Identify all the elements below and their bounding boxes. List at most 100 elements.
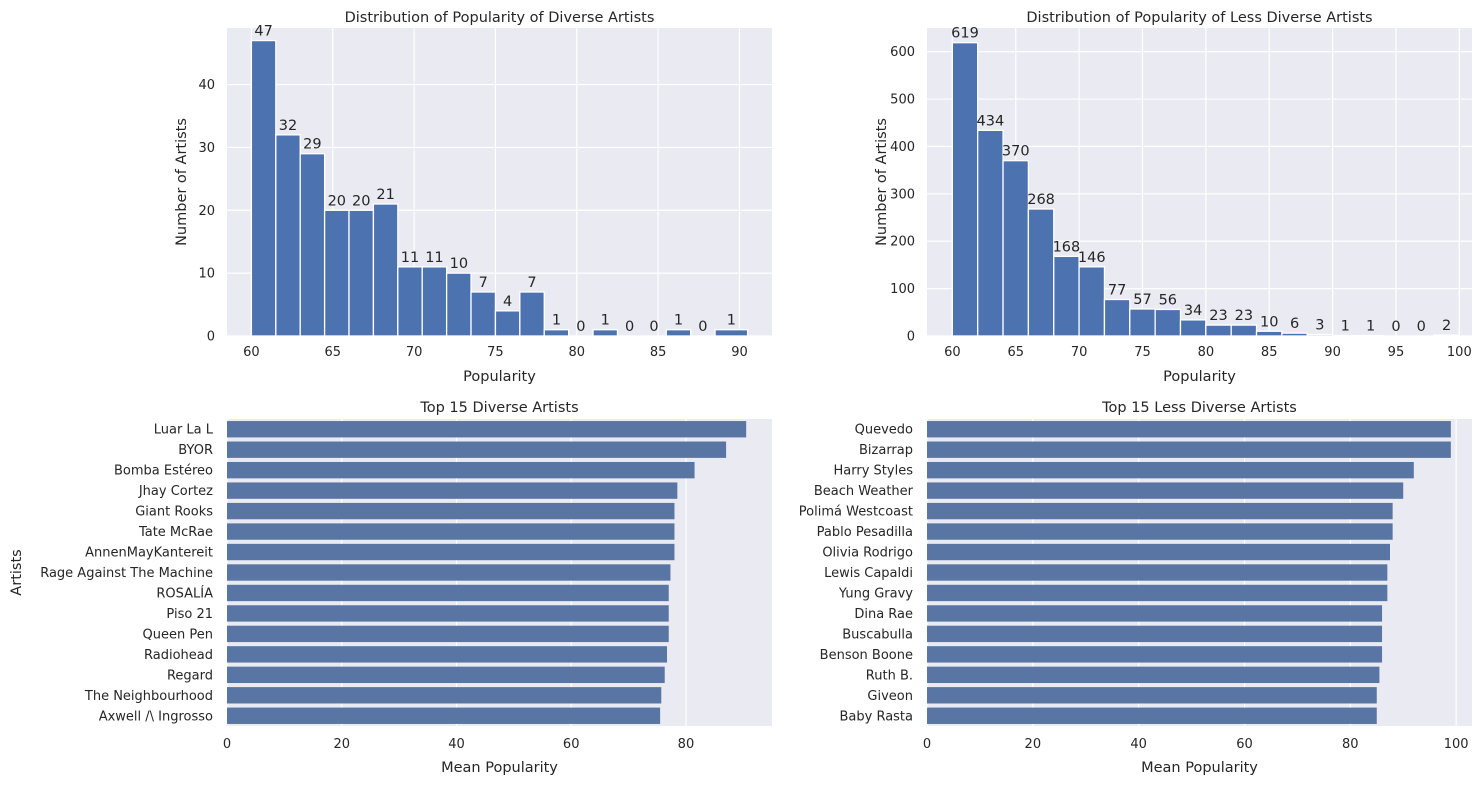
artist-bar (227, 523, 674, 539)
artist-bar (227, 503, 674, 519)
bar-data-label: 1 (727, 313, 736, 329)
histogram-bar (666, 330, 690, 336)
artist-bar (927, 462, 1414, 478)
y-tick-label: 500 (890, 93, 915, 108)
artist-label: The Neighbourhood (84, 689, 213, 704)
y-tick-label: 100 (890, 282, 915, 297)
bar-data-label: 0 (576, 319, 585, 335)
x-tick-label: 65 (1007, 345, 1024, 360)
artist-bar (227, 544, 674, 560)
artist-bar (227, 564, 670, 580)
bar-data-label: 1 (674, 313, 683, 329)
x-tick-label: 80 (569, 345, 586, 360)
artist-bar (927, 687, 1377, 703)
artist-bar (227, 585, 669, 601)
y-tick-label: 0 (907, 330, 915, 345)
artist-label: Bizarrap (859, 443, 913, 458)
x-tick-label: 90 (1324, 345, 1341, 360)
x-tick-label: 85 (650, 345, 667, 360)
x-axis-label: Popularity (463, 369, 536, 385)
artist-bar (227, 626, 669, 642)
artist-label: Polimá Westcoast (799, 505, 913, 520)
x-tick-label: 90 (731, 345, 748, 360)
artist-bar (927, 523, 1393, 539)
artist-bar (227, 646, 667, 662)
y-tick-label: 30 (198, 141, 215, 156)
bar-data-label: 1 (601, 313, 610, 329)
histogram-bar (1180, 320, 1205, 336)
bar-data-label: 77 (1108, 283, 1126, 299)
bar-data-label: 10 (450, 256, 468, 272)
bar-data-label: 3 (1315, 318, 1324, 334)
x-tick-label: 20 (333, 737, 350, 752)
histogram-bar (1257, 331, 1282, 336)
histogram-bar (952, 43, 977, 336)
artist-label: Lewis Capaldi (824, 566, 913, 581)
histogram-bar (251, 41, 275, 336)
artist-label: Axwell /\ Ingrosso (99, 709, 213, 724)
bar-data-label: 0 (1391, 319, 1400, 335)
histogram-bar (276, 135, 300, 336)
artist-bar (927, 585, 1387, 601)
bar-data-label: 0 (649, 319, 658, 335)
artist-label: Baby Rasta (839, 709, 913, 724)
y-tick-label: 400 (890, 140, 915, 155)
y-tick-label: 40 (198, 78, 215, 93)
histogram-bar (422, 267, 446, 336)
histogram-bar (495, 311, 519, 336)
bar-data-label: 20 (328, 193, 346, 209)
y-tick-label: 300 (890, 187, 915, 202)
artist-label: Beach Weather (814, 484, 914, 499)
bar-data-label: 619 (951, 26, 979, 42)
artist-label: Quevedo (855, 423, 913, 438)
bar-data-label: 0 (1417, 319, 1426, 335)
histogram-bar (1231, 325, 1256, 336)
bar-data-label: 7 (479, 275, 488, 291)
chart-title: Distribution of Popularity of Less Diver… (1026, 10, 1372, 26)
artist-label: Olivia Rodrigo (822, 546, 913, 561)
histogram-bar (1028, 209, 1053, 336)
y-tick-label: 200 (890, 235, 915, 250)
artist-bar (927, 646, 1382, 662)
x-tick-label: 40 (1130, 737, 1147, 752)
x-tick-label: 65 (324, 345, 341, 360)
histogram-bar (300, 154, 324, 336)
artist-bar (227, 482, 677, 498)
artist-bar (927, 564, 1387, 580)
artist-bar (927, 421, 1451, 437)
artist-bar (927, 503, 1393, 519)
bar-data-label: 10 (1260, 314, 1278, 330)
artist-label: Queen Pen (143, 627, 213, 642)
artist-label: AnnenMayKantereit (85, 546, 213, 561)
artist-bar (227, 687, 661, 703)
x-tick-label: 80 (1342, 737, 1359, 752)
bar-data-label: 2 (1442, 318, 1451, 334)
bar-data-label: 47 (254, 24, 272, 40)
x-tick-label: 85 (1261, 345, 1278, 360)
bar-data-label: 32 (279, 118, 297, 134)
bar-data-label: 29 (303, 137, 321, 153)
bar-data-label: 6 (1290, 316, 1299, 332)
x-tick-label: 100 (1444, 737, 1469, 752)
bar-data-label: 168 (1053, 239, 1081, 255)
bar-data-label: 268 (1027, 192, 1055, 208)
bar-data-label: 11 (401, 250, 419, 266)
artist-bar (227, 421, 746, 437)
chart-title: Top 15 Diverse Artists (419, 400, 578, 416)
x-tick-label: 40 (448, 737, 465, 752)
y-axis-label: Artists (9, 549, 25, 595)
histogram-bar (1130, 309, 1155, 336)
histogram-bar (1206, 325, 1231, 336)
artist-bar (227, 462, 695, 478)
artist-label: Harry Styles (834, 464, 914, 479)
x-tick-label: 0 (223, 737, 231, 752)
histogram-bar (1079, 267, 1104, 336)
x-tick-label: 75 (487, 345, 504, 360)
y-tick-label: 600 (890, 45, 915, 60)
bar-data-label: 11 (425, 250, 443, 266)
artist-label: BYOR (178, 443, 213, 458)
